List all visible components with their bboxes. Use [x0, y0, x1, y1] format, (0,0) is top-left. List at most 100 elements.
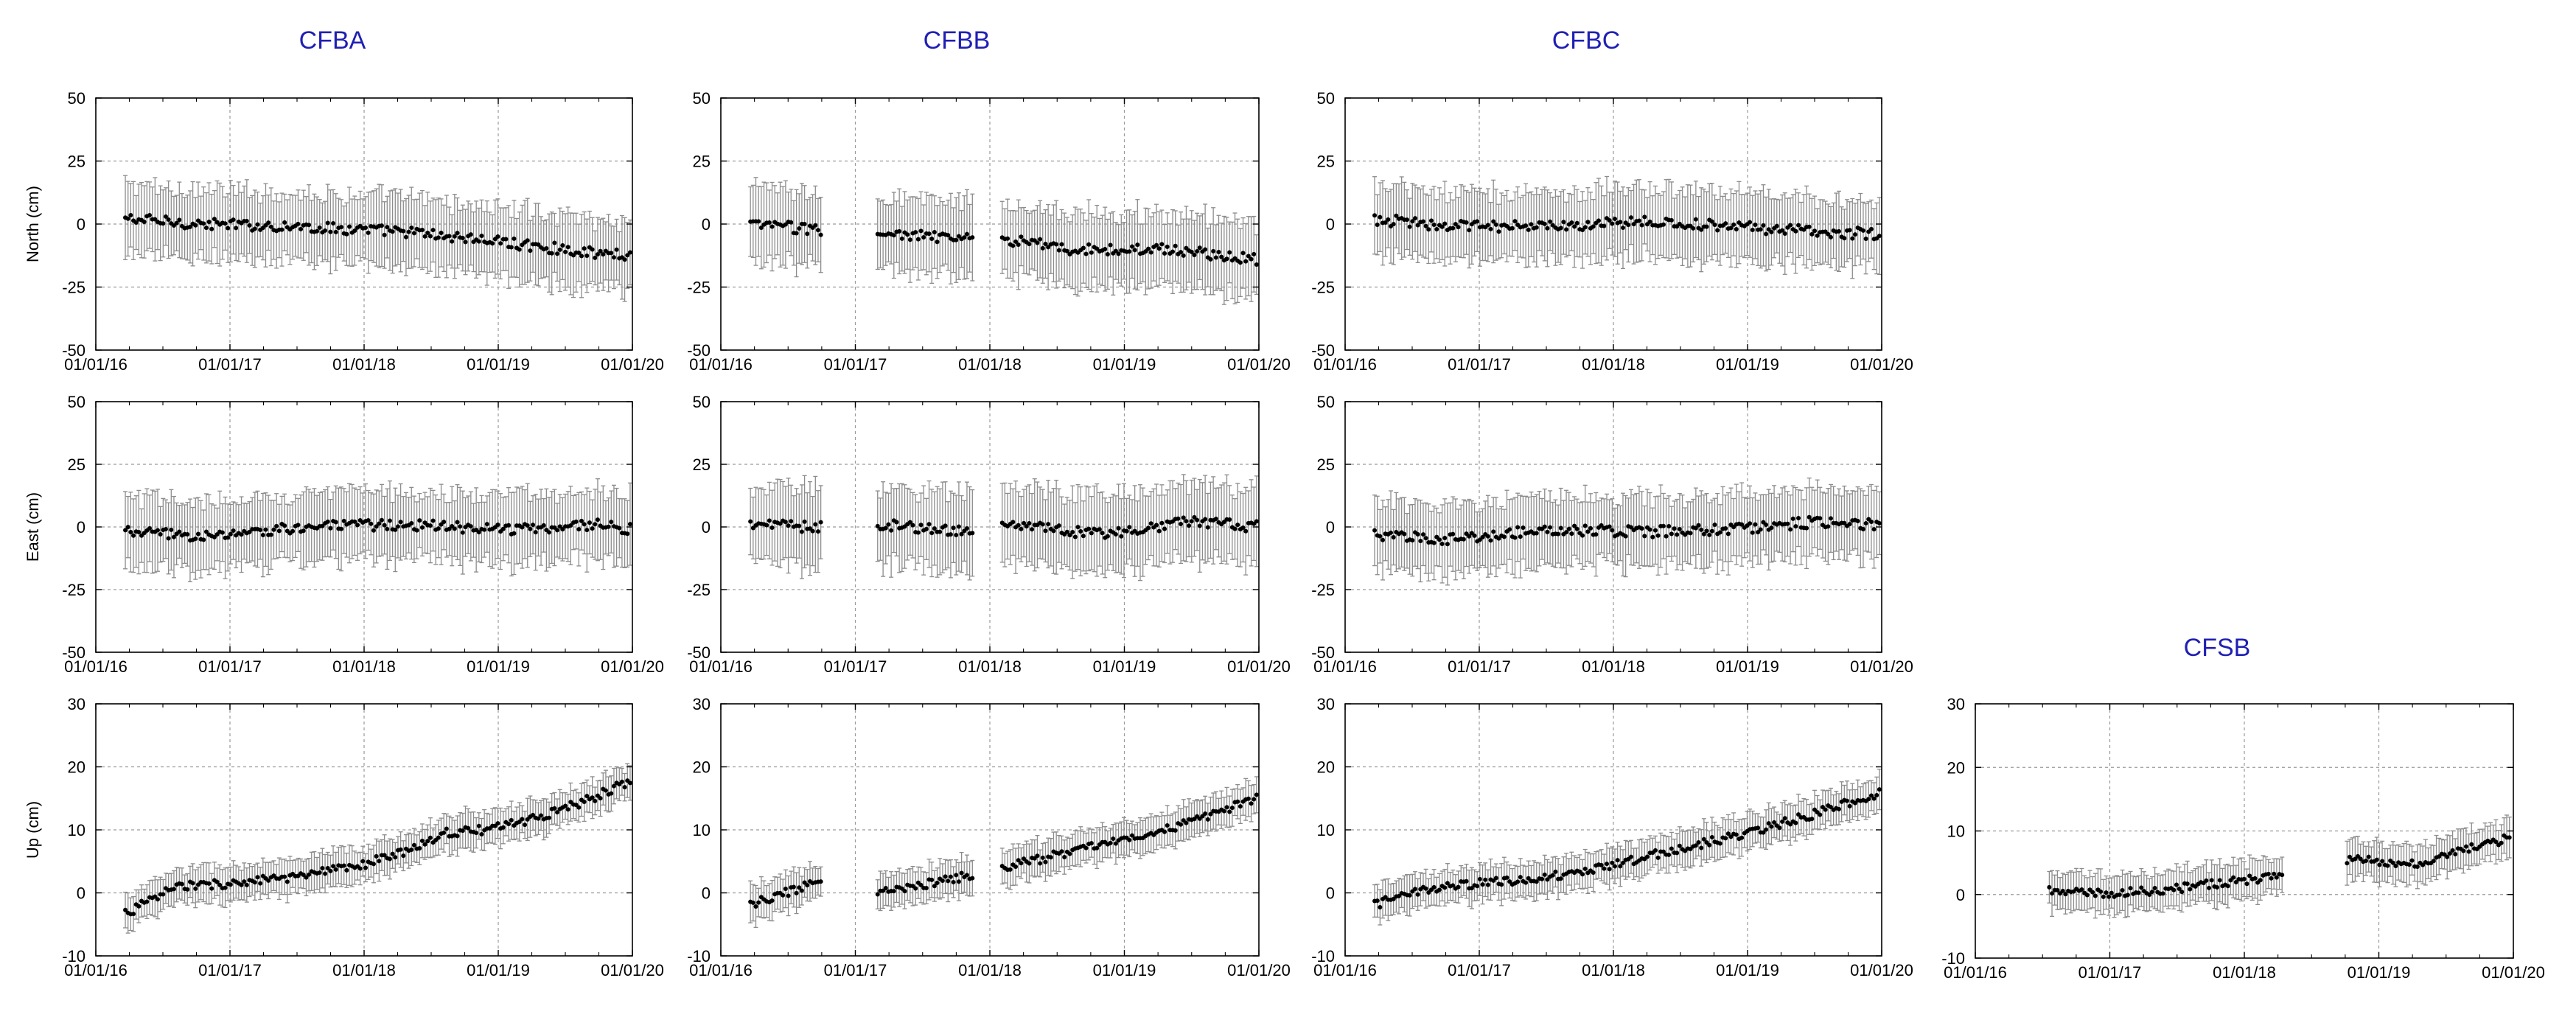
cfbb-east-xtick-label: 01/01/18	[958, 657, 1022, 676]
cfbc-north-point	[1631, 222, 1636, 227]
cfba-up-point	[258, 881, 263, 886]
cfbc-north-point	[1548, 219, 1553, 224]
cfba-east-ytick-label: 25	[68, 455, 85, 474]
cfba-east-point	[166, 536, 171, 541]
cfbb-north-point	[1132, 248, 1137, 253]
cfba-east-point	[220, 530, 225, 535]
cfbb-north-point	[1035, 240, 1040, 245]
cfba-up-point	[307, 872, 312, 877]
cfba-north-xtick-label: 01/01/20	[601, 355, 664, 374]
cfba-north-point	[549, 251, 554, 256]
cfbb-east-point	[894, 520, 899, 525]
cfbb-up-point	[1129, 833, 1134, 838]
cfbb-east-point	[1089, 531, 1094, 536]
cfbb-north-point	[1127, 249, 1132, 254]
cfba-east-point	[387, 518, 392, 523]
cfbb-east-point	[1205, 525, 1210, 530]
cfba-east-point	[320, 523, 325, 528]
cfba-north-point	[379, 223, 384, 228]
cfba-up-point	[325, 865, 330, 870]
cfba-east-point	[552, 525, 557, 530]
cfba-north-point	[166, 217, 171, 223]
cfbb-north-point	[818, 232, 823, 237]
cfba-up-ytick-label: 20	[68, 758, 85, 777]
cfba-up-point	[417, 845, 422, 850]
cfbb-east-point	[1070, 530, 1075, 535]
cfbb-north-point	[1005, 236, 1010, 241]
cfbb-up-point	[1246, 796, 1251, 801]
cfbc-north-point	[1496, 229, 1501, 234]
cfbb-north-ytick-label: -50	[687, 341, 711, 360]
cfbc-north-point	[1488, 226, 1493, 231]
cfbb-north-point	[1054, 242, 1059, 247]
cfba-east-point	[247, 529, 252, 534]
cfbb-north-point	[1252, 251, 1257, 256]
cfbb-north-point	[1173, 243, 1178, 248]
cfbb-north-point	[1013, 239, 1019, 244]
cfba-east-point	[595, 517, 600, 523]
cfbb-east-point	[748, 519, 753, 524]
cfbb-north-ytick-label: -25	[687, 279, 711, 297]
cfba-up-xtick-label: 01/01/19	[467, 961, 530, 979]
cfba-east-xtick-label: 01/01/18	[332, 657, 396, 676]
cfba-up-point	[436, 835, 441, 840]
cfbc-north-point	[1569, 220, 1574, 226]
cfba-north-point	[622, 257, 627, 262]
cfba-north-point	[525, 238, 530, 243]
cfbb-north-point	[1027, 242, 1032, 247]
cfba-north-point	[206, 220, 212, 225]
cfbb-east-point	[1119, 534, 1124, 539]
cfbb-east-point	[1056, 523, 1061, 528]
cfbc-north-point	[1512, 219, 1518, 224]
cfba-up-xtick-label: 01/01/16	[64, 961, 128, 979]
cfba-north-point	[382, 232, 387, 237]
cfbc-north-point	[1391, 222, 1396, 227]
cfbb-east-point	[1078, 528, 1083, 534]
cfbc-north-point	[1582, 225, 1588, 230]
cfbb-north-point	[1135, 242, 1140, 248]
cfbb-east-point	[964, 526, 969, 531]
cfbb-up-point	[750, 900, 755, 905]
cfba-up-xtick-label: 01/01/17	[198, 961, 262, 979]
cfbb-north-point	[1213, 255, 1218, 260]
cfba-north-xtick-label: 01/01/17	[198, 355, 262, 374]
cfba-north-point	[455, 231, 460, 236]
cfba-north-ytick-label: 50	[68, 89, 85, 108]
cfba-up-point	[555, 810, 560, 815]
cfba-north-point	[625, 253, 630, 258]
cfba-up-point	[552, 806, 557, 811]
cfbb-north-point	[1189, 249, 1194, 254]
cfba-north-point	[163, 214, 168, 219]
cfbb-east-ytick-label: 25	[693, 455, 711, 474]
cfbb-up-point	[946, 878, 951, 884]
cfbb-east-point	[1232, 526, 1238, 531]
cfbb-east-point	[956, 524, 961, 529]
cfba-north-point	[299, 226, 304, 231]
cfba-north-point	[436, 235, 441, 240]
cfbb-east-point	[932, 526, 937, 531]
cfbb-up-xtick-label: 01/01/18	[958, 961, 1022, 979]
cfba-north-point	[366, 230, 371, 235]
cfbb-east-point	[1064, 529, 1069, 534]
cfba-east-point	[576, 527, 582, 532]
cfba-north-point	[614, 247, 619, 252]
cfba-north-point	[153, 217, 158, 222]
cfba-up-point	[419, 838, 425, 843]
cfbb-east-point	[948, 532, 953, 537]
cfba-east-point	[158, 532, 163, 537]
cfba-north-point	[411, 231, 416, 236]
cfbb-north-point	[1219, 254, 1224, 259]
cfbb-up-point	[1252, 797, 1257, 802]
cfbb-up-point	[881, 888, 886, 893]
cfbb-east-point	[783, 520, 788, 525]
cfba-up-point	[525, 817, 530, 822]
cfba-north-point	[333, 229, 338, 234]
cfba-up-point	[611, 783, 616, 789]
cfbc-north-point	[1534, 225, 1539, 230]
cfbc-north-point	[1509, 226, 1515, 231]
cfba-east-point	[212, 534, 217, 539]
cfba-east-point	[447, 526, 452, 531]
cfba-up-point	[131, 912, 136, 917]
cfba-north-point	[323, 228, 328, 233]
